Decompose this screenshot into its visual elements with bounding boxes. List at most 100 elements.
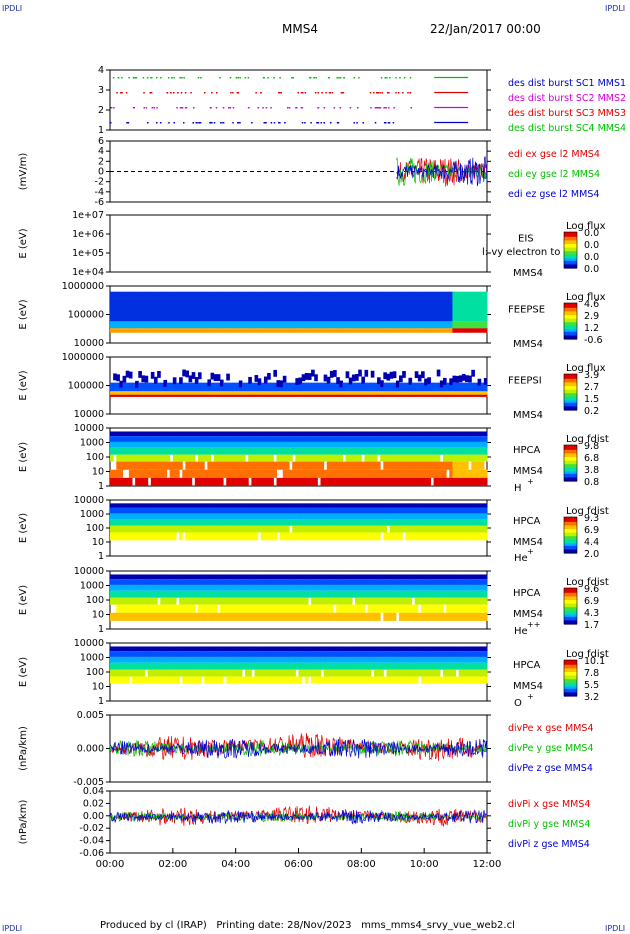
colorbar-cell <box>564 399 577 401</box>
colorbar-cell <box>564 549 577 552</box>
colorbar-tick-feepse: 1.2 <box>584 323 599 334</box>
colorbar-cell <box>564 539 577 542</box>
series-edi-1 <box>396 157 488 186</box>
y-tick-label-divpe: -0.005 <box>73 777 104 788</box>
colorbar-cell <box>564 239 577 241</box>
colorbar-cell <box>564 685 577 687</box>
colorbar-cell <box>564 469 577 471</box>
colorbar-cell <box>564 660 577 662</box>
spectrogram-hpca_h <box>110 431 488 486</box>
y-axis-label-hpca_he: E (eV) <box>18 513 29 543</box>
colorbar-cell <box>564 548 577 550</box>
colorbar-cell <box>564 662 577 665</box>
colorbar-cell <box>564 525 577 528</box>
colorbar-cell <box>564 473 577 476</box>
colorbar-tick-feepse: 4.6 <box>584 299 599 310</box>
footer-script: mms_mms4_srvy_vue_web2.cl <box>361 920 515 931</box>
instrument-label-feepsi: FEEPSI <box>508 376 542 387</box>
y-tick-label-edi: -6 <box>95 197 104 208</box>
colorbar-cell <box>564 252 577 255</box>
lines-divpe <box>109 733 488 761</box>
colorbar-cell <box>564 337 577 340</box>
colorbar-title-feepsi: Log flux <box>566 363 606 374</box>
species-label-hpca_he2: He <box>514 626 528 637</box>
colorbar-tick-hpca_o: 7.8 <box>584 668 599 679</box>
colorbar-title-eis: Log flux <box>566 221 606 232</box>
colorbar-cell <box>564 690 577 692</box>
colorbar-cell <box>564 678 577 680</box>
spectrogram-hpca_he2 <box>110 574 488 621</box>
corner-label-top-right: IPDLI <box>605 4 626 13</box>
spacecraft-title: MMS4 <box>282 22 318 36</box>
colorbar-cell <box>564 674 577 677</box>
colorbar-cell <box>564 470 577 472</box>
colorbar-cell <box>564 668 577 671</box>
instrument-label-hpca_he2: HPCA <box>513 588 541 599</box>
colorbar-cell <box>564 448 577 451</box>
y-tick-label-eis: 1e+07 <box>72 210 104 221</box>
colorbar-cell <box>564 375 577 377</box>
spacecraft-label-hpca_h: MMS4 <box>513 466 543 477</box>
colorbar-cell <box>564 265 577 268</box>
colorbar-tick-hpca_he2: 1.7 <box>584 620 599 631</box>
colorbar-tick-hpca_he: 2.0 <box>584 549 599 560</box>
colorbar-cell <box>564 457 577 459</box>
colorbar-cell <box>564 407 577 410</box>
colorbar-tick-feepse: 2.9 <box>584 311 599 322</box>
y-tick-label-hpca_o: 10000 <box>74 638 104 649</box>
colorbar-cell <box>564 388 577 391</box>
series-edi-2 <box>396 156 488 187</box>
colorbar-cell <box>564 537 577 540</box>
y-axis-label-hpca_h: E (eV) <box>18 442 29 472</box>
colorbar-cell <box>564 233 577 235</box>
colorbar-tick-hpca_o: 5.5 <box>584 680 599 691</box>
colorbar-cell <box>564 452 577 454</box>
colorbar-cell <box>564 404 577 406</box>
colorbar-cell <box>564 254 577 257</box>
colorbar-tick-feepsi: 1.5 <box>584 394 599 405</box>
colorbar-cell <box>564 245 577 247</box>
y-tick-label-edi: 6 <box>98 136 104 147</box>
charge-label-hpca_h: + <box>527 477 534 486</box>
colorbar-tick-hpca_he: 4.4 <box>584 537 599 548</box>
colorbar-cell <box>564 384 577 387</box>
colorbar-cell <box>564 305 577 308</box>
y-axis-label-divpe: (nPa/km) <box>18 726 29 771</box>
colorbar-cell <box>564 378 577 381</box>
overlay-label-eis: l: vy electron to <box>482 247 560 258</box>
colorbar-cell <box>564 524 577 526</box>
colorbar-tick-hpca_he: 9.3 <box>584 513 599 524</box>
colorbar-cell <box>564 542 577 544</box>
colorbar-cell <box>564 693 577 696</box>
y-axis-label-divpi: (nPa/km) <box>18 800 29 845</box>
colorbar-cell <box>564 256 577 258</box>
colorbar-cell <box>564 459 577 462</box>
colorbar-cell <box>564 262 577 264</box>
burst-intervals <box>110 76 469 124</box>
colorbar-cell <box>564 309 577 311</box>
colorbar-cell <box>564 543 577 546</box>
colorbar-cell <box>564 307 577 310</box>
y-tick-label-burst: 2 <box>98 105 104 116</box>
colorbar-cell <box>564 591 577 594</box>
colorbar-cell <box>564 454 577 457</box>
colorbar-title-hpca_he: Log fdist <box>566 506 609 517</box>
colorbar-frame-hpca_he <box>563 516 578 554</box>
colorbar-cell <box>564 453 577 456</box>
colorbar-cell <box>564 610 577 613</box>
colorbar-cell <box>564 590 577 593</box>
colorbar-cell <box>564 322 577 324</box>
legend-divpi-1: divPi y gse MMS4 <box>508 819 590 830</box>
species-label-hpca_h: H <box>514 483 522 494</box>
colorbar-cell <box>564 259 577 262</box>
colorbar-cell <box>564 395 577 398</box>
y-axis-label-edi: (mV/m) <box>18 153 29 191</box>
y-tick-label-hpca_h: 1000 <box>80 438 104 449</box>
y-axis-label-hpca_he2: E (eV) <box>18 585 29 615</box>
colorbar-cell <box>564 687 577 690</box>
colorbar-cell <box>564 521 577 524</box>
instrument-label-hpca_o: HPCA <box>513 660 541 671</box>
y-tick-label-feepse: 1000000 <box>62 281 104 292</box>
instrument-label-eis: EIS <box>518 234 534 245</box>
y-tick-label-hpca_he2: 100 <box>86 595 104 606</box>
